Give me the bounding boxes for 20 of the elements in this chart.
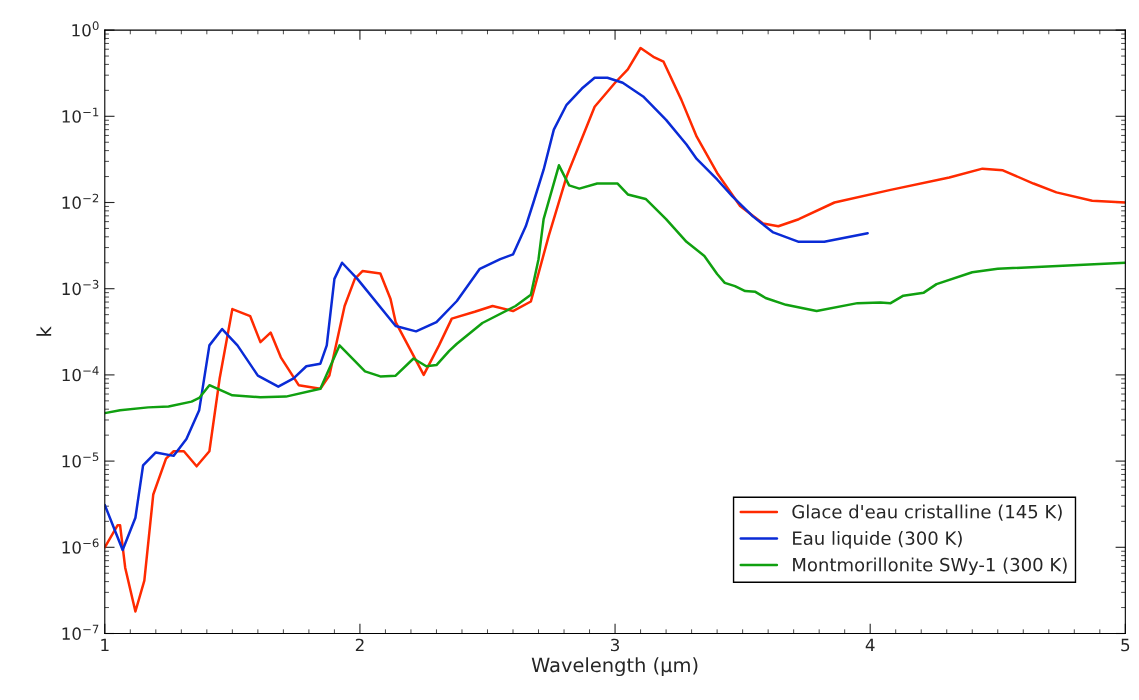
y-tick-label: 10$^{−6}$ — [62, 538, 99, 554]
y-tick-label: 10$^{−3}$ — [62, 279, 99, 296]
x-tick-label: 4 — [865, 638, 875, 652]
x-tick-label: 5 — [1121, 638, 1130, 652]
y-tick-label: 10$^{−1}$ — [62, 107, 99, 123]
line-series — [104, 164, 1126, 415]
x-tick-label: 3 — [611, 638, 620, 652]
legend-label: Glace d'eau cristalline (145 K) — [792, 504, 1062, 521]
line-series — [104, 46, 1126, 613]
x-tick-label: 1 — [101, 638, 109, 652]
y-tick-label: 10$^{−4}$ — [62, 366, 99, 382]
legend-label: Eau liquide (300 K) — [793, 531, 962, 549]
legend-label: Montmorillonite SWy-1 (300 K) — [793, 557, 1067, 576]
y-tick-label: 10$^{−5}$ — [62, 452, 99, 468]
x-axis-title: Wavelength (µm) — [531, 657, 698, 677]
x-tick-label: 2 — [355, 638, 364, 652]
y-tick-label: 10$^{−2}$ — [62, 193, 99, 209]
y-axis-title: k — [36, 326, 52, 336]
y-tick-label: 10$^{−7}$ — [62, 624, 99, 640]
y-tick-label: 10$^{0}$ — [72, 21, 99, 37]
